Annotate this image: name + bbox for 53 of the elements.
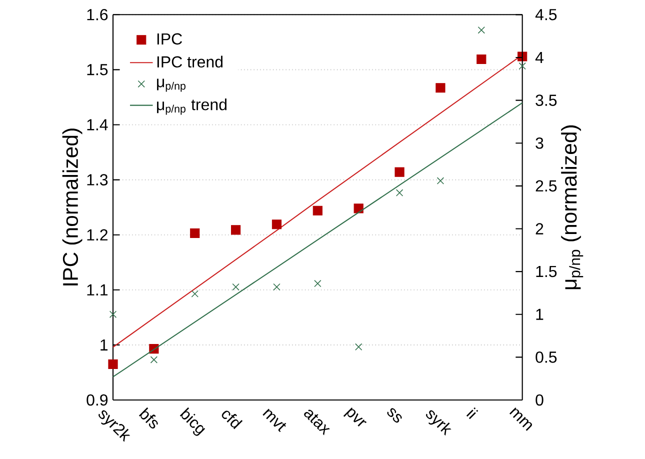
x-tick-label: mm bbox=[509, 408, 532, 431]
y2-tick-label: 4 bbox=[535, 52, 544, 63]
point bbox=[272, 220, 282, 230]
legend-label: μ$_{p/np}$ bbox=[157, 78, 186, 92]
y-tick-label: 1.1 bbox=[87, 284, 108, 296]
point bbox=[476, 54, 486, 64]
x-tick-label: cfd bbox=[222, 410, 243, 430]
point bbox=[314, 280, 322, 288]
y2-tick-label: 4.5 bbox=[535, 9, 557, 20]
point bbox=[518, 62, 526, 70]
point bbox=[354, 204, 364, 214]
y2-tick-label: 2.5 bbox=[536, 180, 557, 192]
y2-tick-label: 1 bbox=[536, 308, 544, 320]
legend-label: μ$_{p/np}$ trend bbox=[157, 98, 226, 115]
point bbox=[396, 189, 404, 196]
point bbox=[436, 83, 446, 93]
x-tick-label: atax bbox=[304, 410, 330, 436]
legend-label: IPC trend bbox=[157, 56, 222, 68]
y2-tick-label: 1.5 bbox=[536, 266, 557, 278]
x-tick-label: bfs bbox=[138, 407, 158, 429]
y-tick-label: 1.5 bbox=[87, 64, 108, 76]
point bbox=[191, 290, 198, 298]
point bbox=[394, 167, 404, 177]
point bbox=[109, 310, 117, 318]
y-tick-label: 1.6 bbox=[87, 9, 108, 20]
point bbox=[478, 26, 486, 34]
point bbox=[312, 206, 322, 216]
legend-label: IPC bbox=[157, 33, 182, 45]
y2-tick-label: 0.5 bbox=[536, 352, 557, 363]
point bbox=[232, 283, 240, 291]
point bbox=[273, 283, 280, 291]
y-tick-label: 1.4 bbox=[87, 119, 108, 130]
y-axis-title: IPC (normalized) bbox=[62, 128, 82, 286]
point bbox=[231, 225, 241, 235]
x-tick-label: mvt bbox=[262, 408, 286, 432]
x-tick-label: pvr bbox=[343, 407, 367, 426]
y2-tick-label: 3.5 bbox=[536, 94, 557, 106]
y2-tick-label: 2 bbox=[536, 223, 544, 234]
y-tick-label: 1.2 bbox=[87, 229, 108, 240]
x-tick-label: syrk bbox=[426, 410, 452, 436]
y-tick-label: 1 bbox=[100, 339, 108, 350]
point bbox=[150, 356, 158, 364]
point bbox=[190, 228, 200, 238]
y2-axis-title: μ$_{p/np}$ (normalized) bbox=[561, 125, 584, 290]
point bbox=[354, 343, 362, 350]
y2-tick-label: 0 bbox=[536, 394, 544, 406]
x-tick-label: ii bbox=[466, 407, 478, 420]
y-tick-label: 0.9 bbox=[86, 394, 108, 406]
y2-tick-label: 3 bbox=[536, 137, 544, 149]
y-tick-label: 1.3 bbox=[87, 174, 108, 186]
x-tick-label: ss bbox=[387, 408, 402, 423]
point bbox=[108, 359, 118, 370]
point bbox=[436, 177, 444, 184]
